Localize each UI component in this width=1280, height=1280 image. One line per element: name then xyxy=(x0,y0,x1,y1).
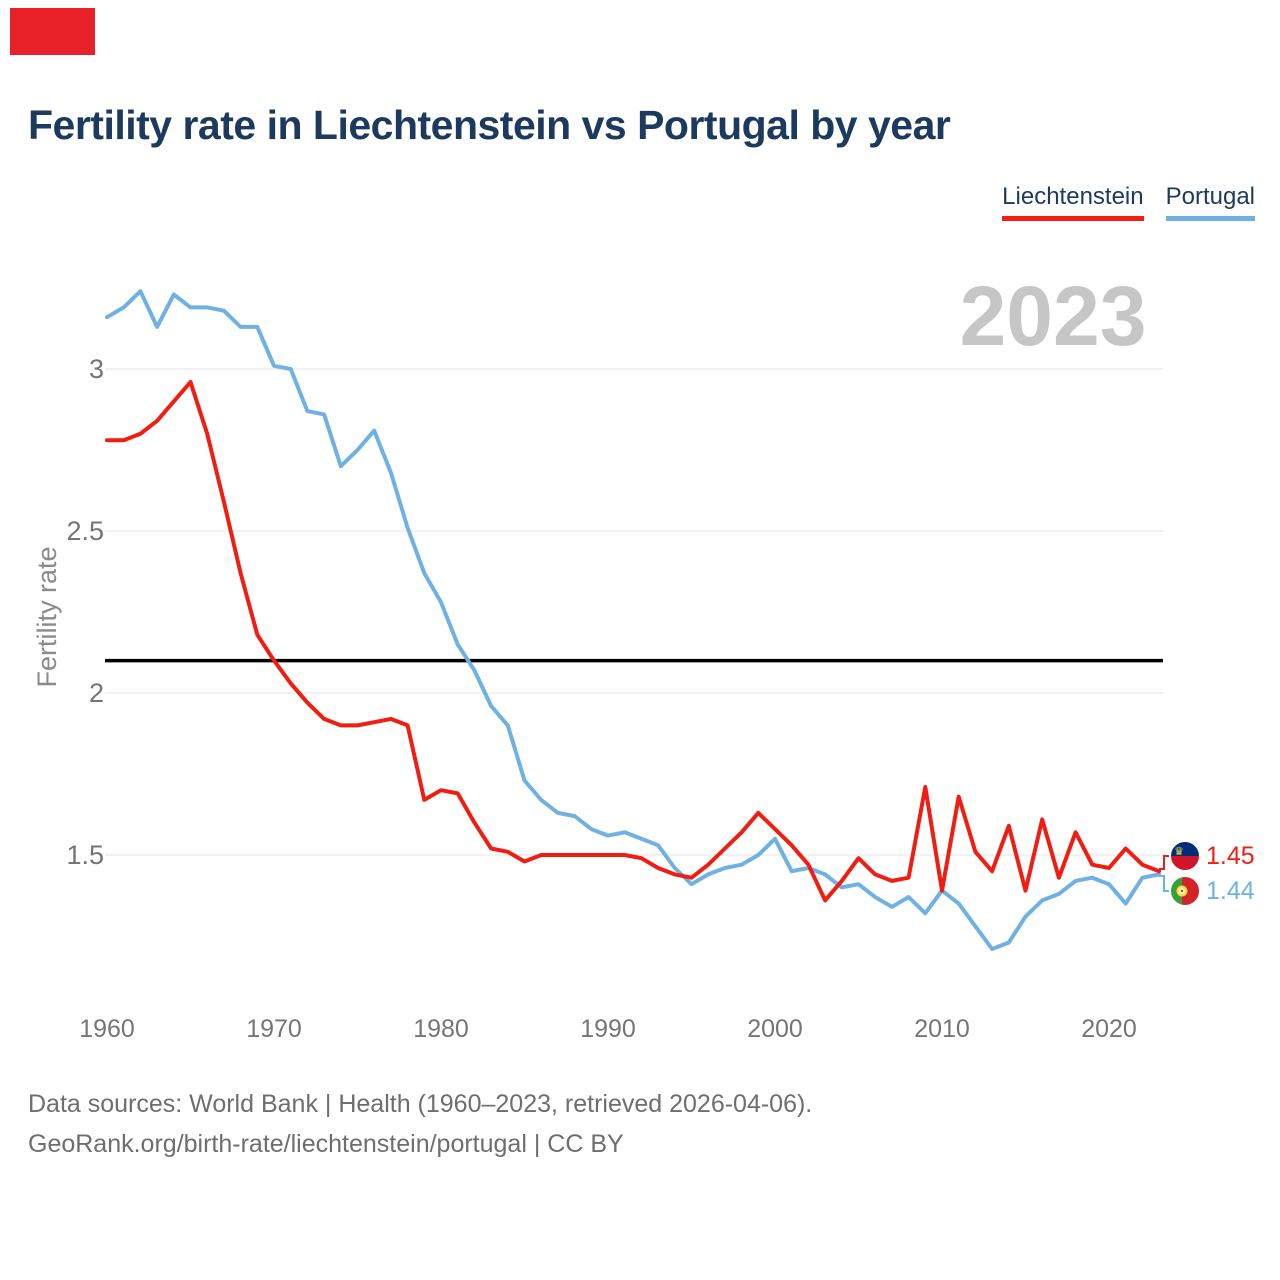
liechtenstein-end-value: 1.45 xyxy=(1206,842,1255,870)
x-tick-1960: 1960 xyxy=(79,1015,135,1043)
portugal-end-value: 1.44 xyxy=(1206,877,1255,905)
svg-text:♛: ♛ xyxy=(1174,846,1184,858)
footer-data-sources: Data sources: World Bank | Health (1960–… xyxy=(28,1090,813,1118)
y-axis-label: Fertility rate xyxy=(32,546,62,687)
legend-label-portugal: Portugal xyxy=(1165,183,1255,210)
chart-legend: Liechtenstein Portugal xyxy=(1002,183,1255,222)
x-tick-2000: 2000 xyxy=(747,1015,803,1043)
x-tick-1990: 1990 xyxy=(580,1015,636,1043)
liechtenstein-flag-icon: ♛ xyxy=(1169,840,1201,872)
portugal-leader-line xyxy=(1159,875,1169,892)
footer-attribution: GeoRank.org/birth-rate/liechtenstein/por… xyxy=(28,1130,624,1158)
portugal-flag-icon xyxy=(1169,875,1201,907)
legend-underline-portugal xyxy=(1165,216,1255,222)
brand-mark[interactable] xyxy=(10,8,95,55)
liechtenstein-line[interactable] xyxy=(105,380,1162,903)
y-tick-3: 3 xyxy=(89,354,104,384)
y-tick-2: 2 xyxy=(89,678,104,708)
watermark-year: 2023 xyxy=(960,269,1147,363)
y-axis-ticks: 3 2.5 2 1.5 xyxy=(66,354,104,870)
legend-label-liechtenstein: Liechtenstein xyxy=(1002,183,1144,210)
y-tick-2-5: 2.5 xyxy=(66,516,104,546)
legend-item-liechtenstein[interactable]: Liechtenstein xyxy=(1002,183,1144,222)
x-tick-1980: 1980 xyxy=(413,1015,469,1043)
y-tick-1-5: 1.5 xyxy=(66,840,104,870)
gridlines xyxy=(105,368,1163,856)
liechtenstein-leader-line xyxy=(1159,855,1169,870)
page-title: Fertility rate in Liechtenstein vs Portu… xyxy=(28,102,951,148)
x-tick-2010: 2010 xyxy=(914,1015,970,1043)
portugal-line[interactable] xyxy=(105,289,1162,951)
legend-item-portugal[interactable]: Portugal xyxy=(1165,183,1255,222)
x-tick-2020: 2020 xyxy=(1081,1015,1137,1043)
x-axis-ticks: 1960 1970 1980 1990 2000 2010 2020 xyxy=(79,1015,1137,1043)
x-tick-1970: 1970 xyxy=(246,1015,302,1043)
legend-underline-liechtenstein xyxy=(1002,216,1144,222)
